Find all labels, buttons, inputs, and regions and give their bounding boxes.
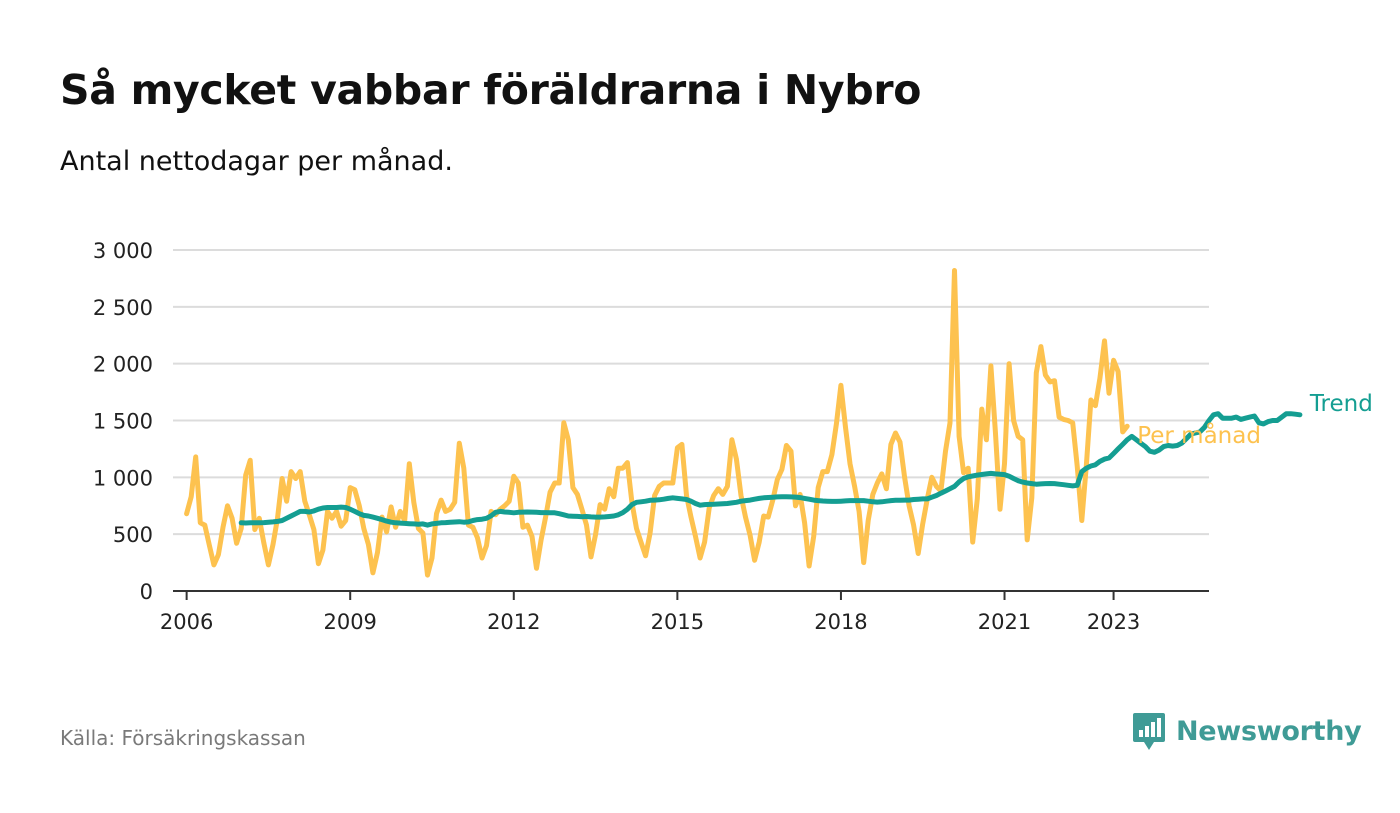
y-tick-label: 0 bbox=[140, 580, 153, 604]
y-tick-label: 500 bbox=[113, 523, 153, 547]
series-line-per-manad bbox=[184, 268, 1130, 578]
x-tick-label: 2012 bbox=[487, 610, 540, 634]
y-tick-label: 1 500 bbox=[93, 410, 153, 434]
brand-name: Newsworthy bbox=[1176, 715, 1362, 747]
x-tick-label: 2018 bbox=[814, 610, 867, 634]
series-label-trend: Trend bbox=[1309, 391, 1373, 417]
x-tick-label: 2021 bbox=[978, 610, 1031, 634]
chart-title: Så mycket vabbar föräldrarna i Nybro bbox=[60, 66, 922, 114]
x-tick-label: 2015 bbox=[651, 610, 704, 634]
y-tick-label: 2 500 bbox=[93, 296, 153, 320]
y-axis: 0 500 1 000 1 500 2 000 2 500 3 000 bbox=[93, 239, 153, 604]
newsworthy-logo-icon bbox=[1133, 713, 1165, 750]
x-axis: 2006 2009 2012 2015 2018 2021 2023 bbox=[160, 590, 1209, 634]
series-label-per-manad: Per månad bbox=[1137, 421, 1261, 449]
x-tick-label: 2009 bbox=[323, 610, 376, 634]
source-note: Källa: Försäkringskassan bbox=[60, 726, 306, 750]
series-line-trend bbox=[238, 411, 1303, 528]
brand-logo: Newsworthy bbox=[1132, 711, 1362, 751]
y-tick-label: 1 000 bbox=[93, 466, 153, 490]
series-lines bbox=[184, 268, 1303, 578]
chart-subtitle: Antal nettodagar per månad. bbox=[60, 146, 453, 177]
y-tick-label: 2 000 bbox=[93, 353, 153, 377]
x-tick-label: 2023 bbox=[1087, 610, 1140, 634]
series-labels: Trend Per månad bbox=[1137, 391, 1373, 449]
y-tick-label: 3 000 bbox=[93, 239, 153, 263]
x-tick-label: 2006 bbox=[160, 610, 213, 634]
